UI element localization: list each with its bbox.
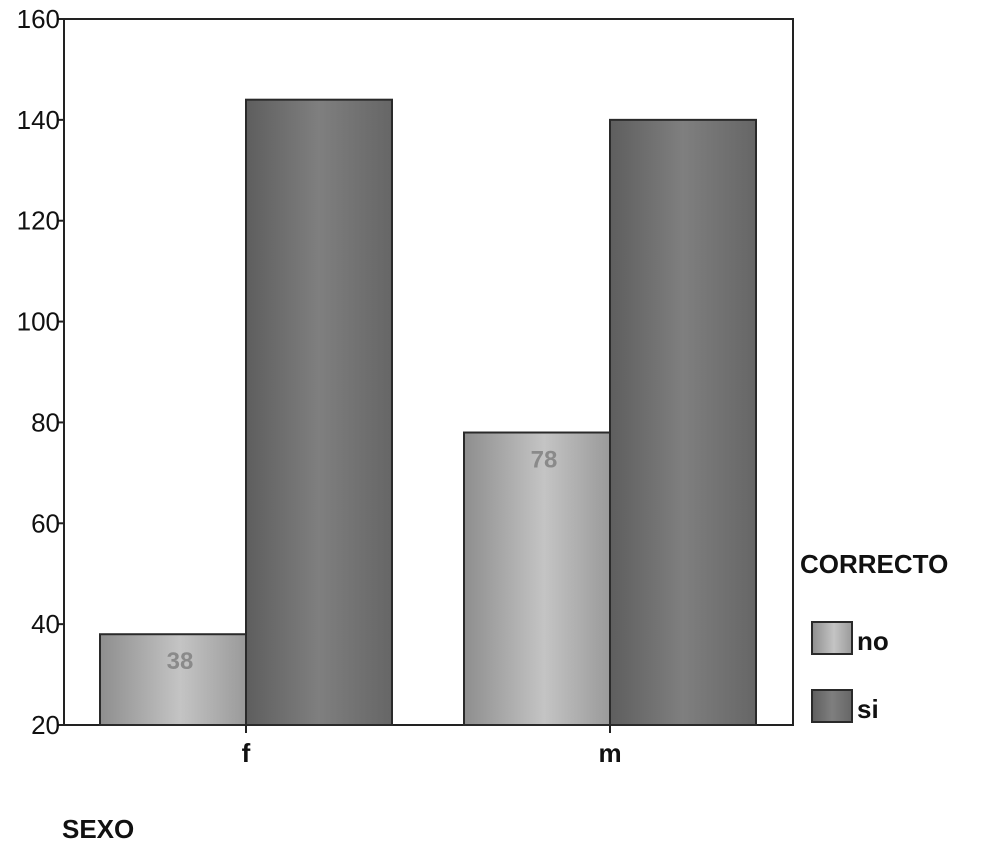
data-labels-group: 38 78 (167, 447, 558, 676)
y-tick-label: 160 (17, 4, 60, 34)
data-label-no-f: 38 (167, 648, 194, 675)
bar-no-f (99, 633, 247, 727)
y-tick-label: 100 (17, 307, 60, 337)
bar-si-f (245, 98, 393, 726)
data-label-no-m: 78 (531, 447, 558, 474)
legend-label-no: no (857, 626, 889, 656)
y-axis: 20 40 60 80 100 120 140 160 (17, 4, 64, 740)
legend-swatch-si (811, 689, 853, 723)
bar-si-m (609, 118, 757, 727)
bar-no-m (463, 431, 611, 726)
x-tick-label-m: m (598, 738, 621, 768)
y-tick-label: 80 (31, 407, 60, 437)
legend-label-si: si (857, 694, 879, 724)
y-tick-label: 60 (31, 508, 60, 538)
y-tick-label: 40 (31, 609, 60, 639)
bars-group (99, 98, 757, 727)
y-tick-label: 140 (17, 105, 60, 135)
y-tick-label: 120 (17, 206, 60, 236)
legend-title: CORRECTO (800, 549, 948, 579)
y-tick-label: 20 (31, 710, 60, 740)
x-tick-label-f: f (242, 738, 251, 768)
legend: CORRECTO no si (800, 549, 948, 724)
legend-swatch-no (811, 621, 853, 655)
x-axis-title: SEXO (62, 814, 134, 844)
